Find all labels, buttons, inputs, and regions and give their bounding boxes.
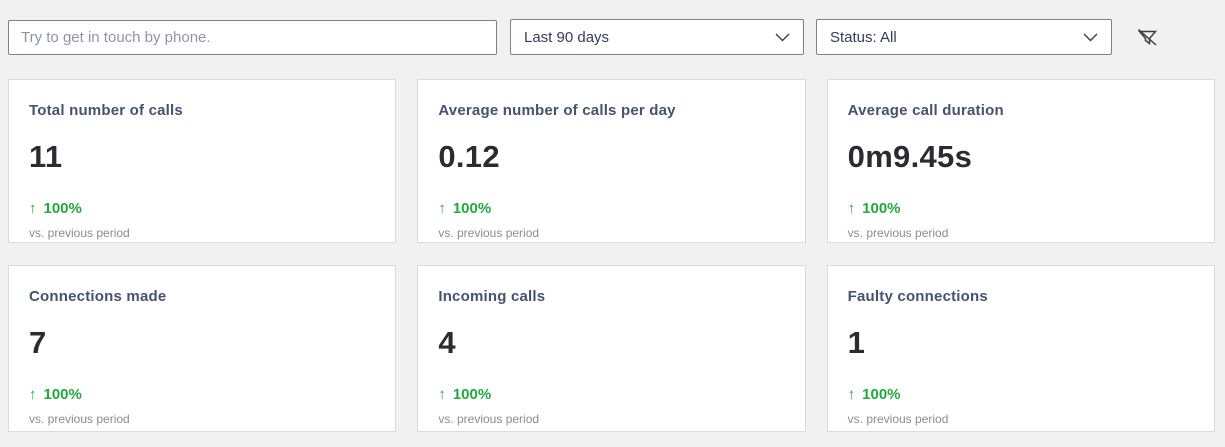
card-value: 11 — [29, 139, 63, 174]
compare-label: vs. previous period — [29, 412, 130, 426]
card-title: Faulty connections — [847, 288, 988, 305]
kpi-card-avg-calls-per-day: Average number of calls per day 0.12 ↑ 1… — [417, 79, 806, 243]
card-value: 0.12 — [438, 139, 500, 174]
change-percent: 100% — [452, 200, 492, 217]
card-change: ↑ 100% — [848, 386, 1194, 403]
filter-bar: Last 90 days Status: All — [0, 0, 1225, 55]
clear-filters-button[interactable] — [1132, 22, 1162, 52]
card-change: ↑ 100% — [848, 200, 1194, 217]
up-arrow-icon: ↑ — [29, 200, 37, 217]
card-title: Total number of calls — [29, 102, 183, 119]
card-title: Connections made — [29, 288, 167, 305]
kpi-card-faulty-connections: Faulty connections 1 ↑ 100% vs. previous… — [826, 265, 1215, 432]
date-range-value: Last 90 days — [524, 28, 610, 46]
compare-label: vs. previous period — [438, 226, 540, 240]
kpi-card-avg-call-duration: Average call duration 0m9.45s ↑ 100% vs.… — [826, 79, 1215, 243]
card-change: ↑ 100% — [438, 386, 784, 403]
compare-label: vs. previous period — [438, 412, 540, 426]
card-title: Average number of calls per day — [438, 102, 676, 119]
filter-clear-icon — [1136, 26, 1159, 49]
status-dropdown[interactable]: Status: All — [816, 19, 1112, 55]
change-percent: 100% — [862, 200, 901, 217]
kpi-cards-grid: Total number of calls 11 ↑ 100% vs. prev… — [0, 55, 1225, 432]
change-percent: 100% — [43, 200, 82, 217]
up-arrow-icon: ↑ — [438, 200, 446, 217]
search-input[interactable] — [8, 19, 497, 55]
change-percent: 100% — [862, 386, 901, 403]
change-percent: 100% — [452, 386, 492, 403]
status-value: Status: All — [830, 28, 897, 46]
compare-label: vs. previous period — [29, 226, 130, 240]
kpi-card-connections-made: Connections made 7 ↑ 100% vs. previous p… — [8, 265, 397, 432]
compare-label: vs. previous period — [847, 412, 949, 426]
compare-label: vs. previous period — [847, 226, 949, 240]
card-value: 4 — [438, 325, 456, 360]
card-value: 0m9.45s — [847, 139, 973, 174]
chevron-down-icon — [1083, 33, 1098, 42]
up-arrow-icon: ↑ — [29, 386, 37, 403]
change-percent: 100% — [43, 386, 82, 403]
up-arrow-icon: ↑ — [847, 200, 856, 217]
card-title: Incoming calls — [438, 288, 546, 305]
kpi-card-total-calls: Total number of calls 11 ↑ 100% vs. prev… — [8, 79, 397, 243]
card-value: 1 — [847, 325, 866, 360]
card-value: 7 — [29, 325, 47, 360]
card-change: ↑ 100% — [29, 200, 375, 217]
card-change: ↑ 100% — [438, 200, 784, 217]
date-range-dropdown[interactable]: Last 90 days — [510, 19, 804, 55]
chevron-down-icon — [775, 33, 790, 42]
up-arrow-icon: ↑ — [438, 386, 446, 403]
kpi-card-incoming-calls: Incoming calls 4 ↑ 100% vs. previous per… — [417, 265, 806, 432]
card-change: ↑ 100% — [29, 386, 375, 403]
card-title: Average call duration — [847, 102, 1004, 119]
up-arrow-icon: ↑ — [847, 386, 856, 403]
